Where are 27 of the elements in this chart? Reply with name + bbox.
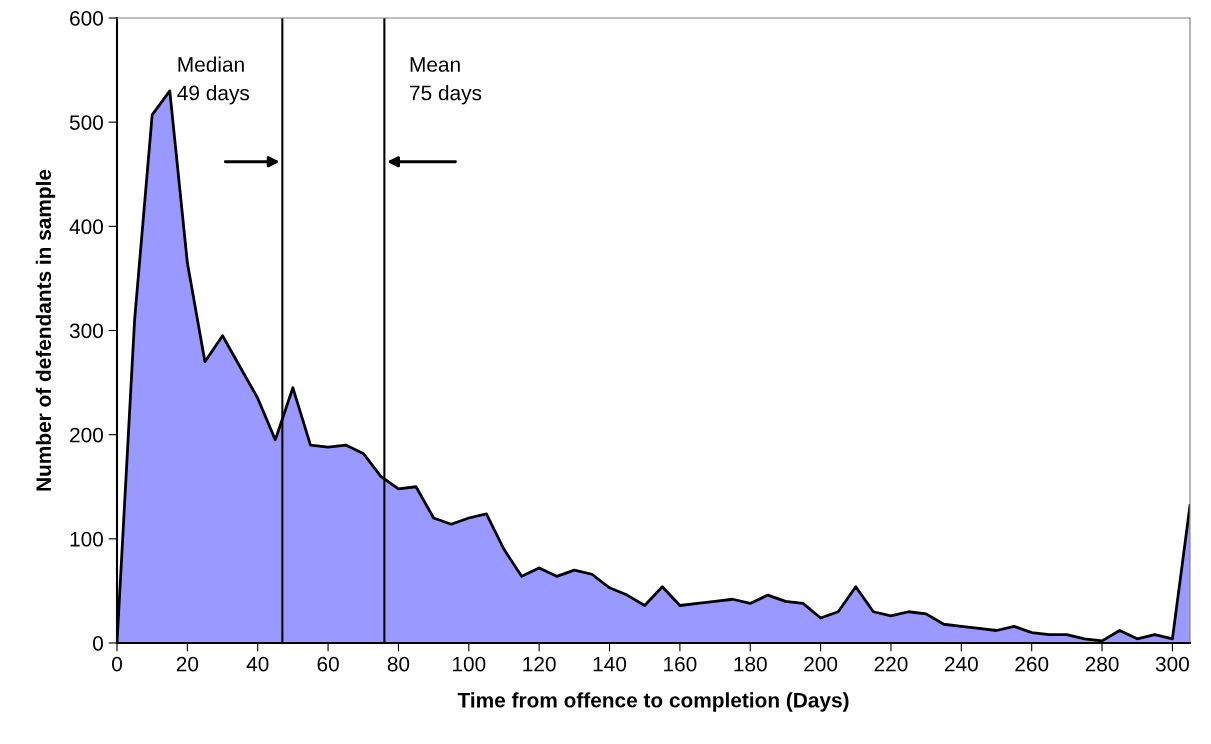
x-tick-label: 140: [593, 656, 627, 672]
x-tick-label: 280: [1085, 656, 1119, 672]
ref-line-label: Mean 75 days: [410, 57, 482, 105]
x-tick-label: 160: [664, 656, 697, 672]
x-axis-title: Time from offence to completion (Days): [457, 692, 849, 712]
y-tick-label: 500: [69, 115, 103, 130]
y-tick-label: 0: [93, 636, 103, 651]
ref-line-label: Median 49 days: [177, 56, 250, 105]
x-tick-label: 200: [804, 656, 838, 672]
x-tick-label: 240: [945, 656, 978, 672]
x-tick-label: 0: [112, 656, 122, 672]
x-tick-label: 180: [734, 656, 767, 672]
y-tick-label: 100: [70, 531, 103, 547]
x-tick-label: 300: [1155, 656, 1189, 672]
x-tick-label: 260: [1015, 656, 1049, 672]
y-tick-label: 400: [69, 219, 103, 235]
y-axis-title: Number of defendants in sample: [35, 169, 56, 491]
x-tick-label: 220: [874, 656, 908, 672]
y-tick-label: 300: [69, 323, 103, 339]
x-tick-label: 80: [387, 656, 410, 672]
x-tick-label: 40: [246, 656, 269, 672]
x-tick-label: 20: [176, 656, 199, 672]
x-tick-label: 100: [453, 656, 486, 672]
y-tick-label: 200: [70, 427, 103, 443]
x-tick-label: 120: [523, 656, 556, 672]
x-tick-label: 60: [317, 656, 339, 672]
y-tick-label: 600: [70, 11, 103, 26]
